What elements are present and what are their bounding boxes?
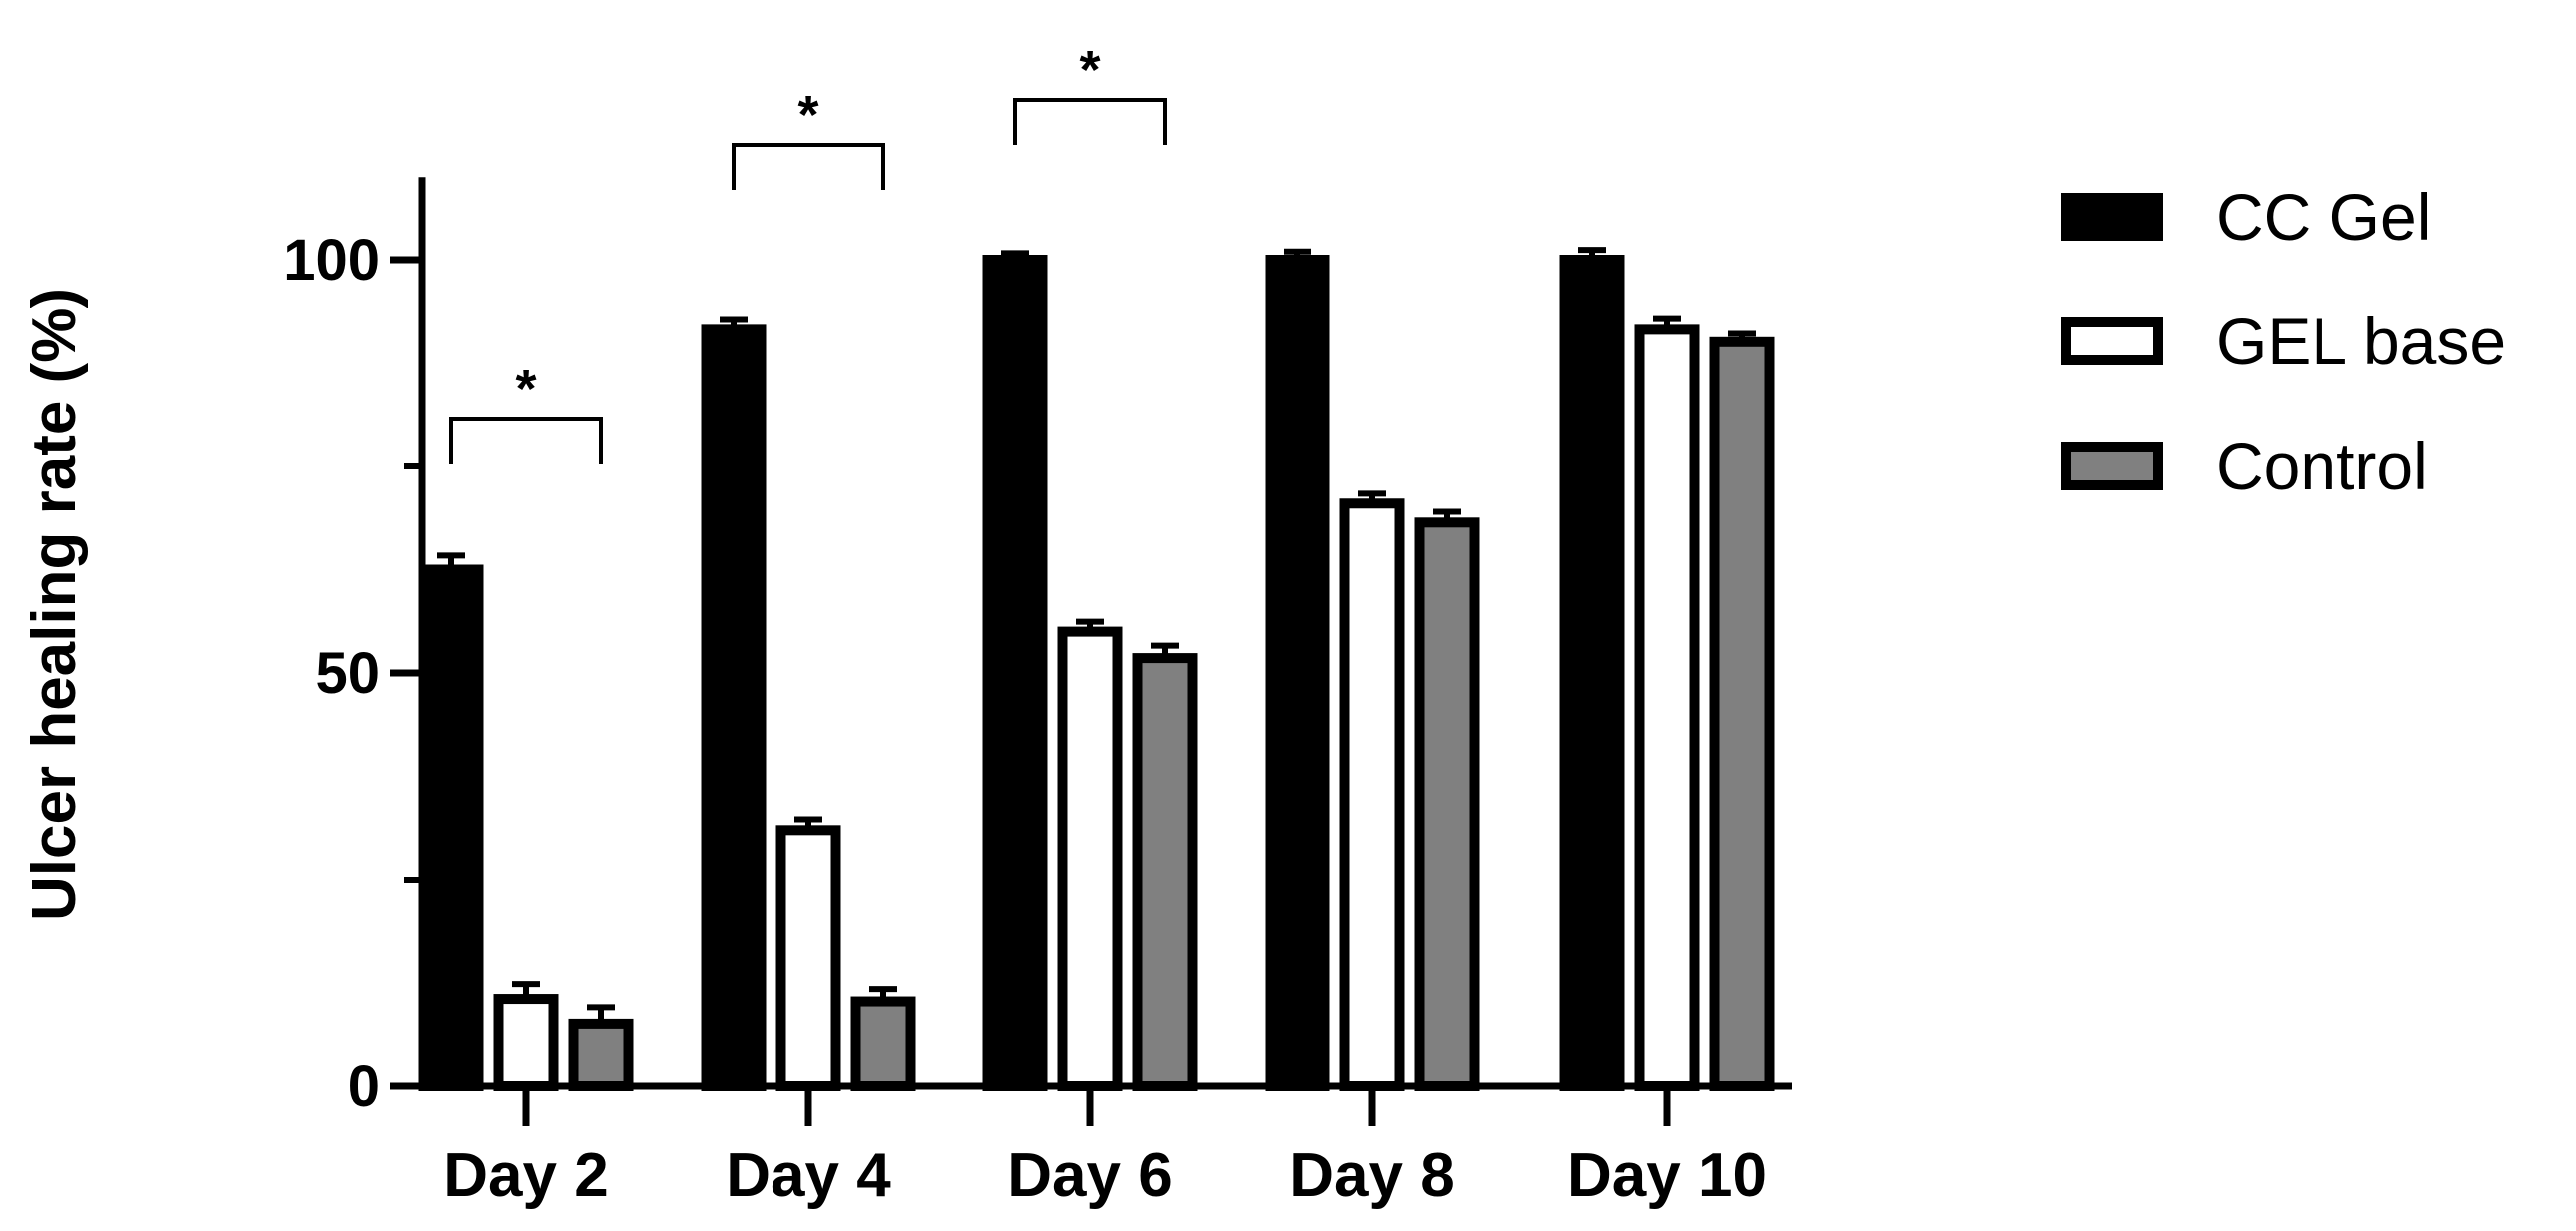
y-axis-title: Ulcer healing rate (%) [20,288,89,921]
y-tick-label: 50 [315,641,380,706]
legend-label: Control [2216,429,2428,503]
bar [982,255,1048,1091]
bar [1559,255,1625,1091]
legend-label: CC Gel [2216,180,2431,254]
bar [1414,517,1480,1091]
significance-bracket [1013,98,1167,145]
bar [493,994,559,1091]
bar [1132,653,1198,1091]
y-tick-label: 0 [348,1054,380,1119]
bar [775,825,841,1091]
bar [568,1018,634,1092]
x-tick-label: Day 4 [726,1141,891,1210]
x-tick-label: Day 6 [1007,1141,1172,1210]
legend-swatch [2061,442,2163,490]
bar [1057,626,1123,1091]
axes: 0 50 100 Day 2 Day 4 Day 6 Day 8 Day 10 [283,177,1792,1210]
bar [701,324,767,1091]
y-tick-label: 100 [283,228,380,293]
significance-star: * [515,359,536,419]
significance-bracket [449,417,603,464]
significance-bracket [732,143,885,190]
x-tick-label: Day 8 [1289,1141,1454,1210]
bar [418,564,484,1091]
bar [1265,255,1330,1091]
bar [1339,498,1405,1091]
legend-label: GEL base [2216,305,2506,378]
bar [850,996,916,1092]
x-tick-label: Day 10 [1567,1141,1767,1210]
significance-star: * [797,85,818,145]
x-tick-label: Day 2 [443,1141,608,1210]
legend-swatch [2061,193,2163,241]
legend-swatch [2061,317,2163,365]
bar [1709,336,1775,1091]
plot-area: * * * [418,40,1775,1092]
significance-star: * [1079,40,1100,100]
bar [1634,324,1700,1091]
legend: CC Gel GEL base Control [2061,180,2506,503]
